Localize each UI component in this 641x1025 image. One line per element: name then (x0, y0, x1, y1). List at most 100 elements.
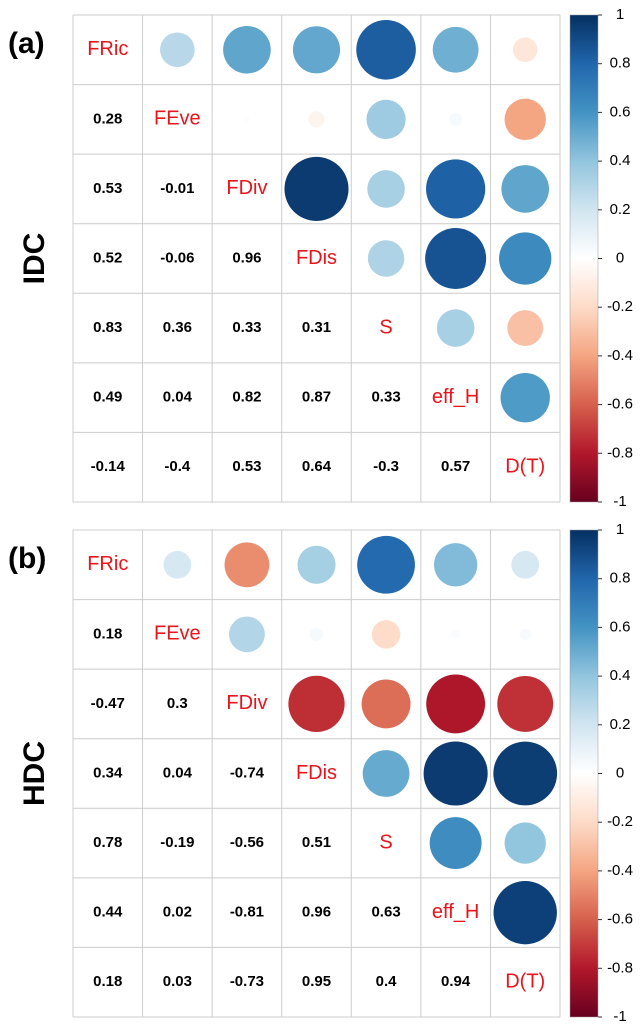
colorbar-tick-label: -0.2 (607, 813, 633, 830)
correlation-circle (512, 37, 538, 63)
colorbar-tick-label: 0.2 (610, 716, 631, 733)
correlation-circle (451, 629, 461, 639)
coefficient-label: -0.4 (164, 458, 191, 475)
coefficient-label: 0.51 (302, 834, 331, 851)
coefficient-label: 0.83 (93, 319, 122, 336)
coefficient-label: 0.87 (302, 389, 331, 406)
colorbar-tick-label: 0.4 (610, 152, 631, 169)
correlation-circle (501, 165, 550, 213)
colorbar-tick-label: -1 (613, 1008, 626, 1025)
correlation-circle (357, 535, 415, 594)
correlation-circle (511, 550, 540, 579)
correlation-circle (309, 627, 324, 641)
correlation-circle (493, 741, 558, 806)
y-axis-label: HDC (18, 741, 51, 806)
colorbar-tick-label: 0.8 (610, 570, 631, 587)
correlation-circle (429, 817, 482, 870)
coefficient-label: 0.95 (302, 973, 331, 990)
coefficient-label: 0.96 (302, 904, 331, 921)
panel-label: (b) (8, 542, 46, 575)
colorbar-tick-label: 0 (616, 764, 624, 781)
coefficient-label: 0.4 (376, 973, 398, 990)
colorbar (569, 14, 599, 503)
correlation-circle (497, 675, 554, 732)
colorbar-tick-label: 0.8 (610, 55, 631, 72)
correlation-circle (436, 309, 475, 347)
correlation-circle (449, 112, 463, 126)
coefficient-label: 0.18 (93, 973, 122, 990)
coefficient-label: 0.52 (93, 249, 122, 266)
coefficient-label: 0.03 (163, 973, 192, 990)
coefficient-label: -0.74 (230, 764, 265, 781)
variable-label: S (379, 316, 392, 338)
coefficient-label: 0.57 (441, 458, 470, 475)
variable-label: D(T) (505, 455, 545, 477)
correlation-circle (367, 240, 405, 277)
correlation-circle (423, 741, 488, 806)
correlation-circle (229, 616, 265, 653)
correlation-circle (426, 159, 486, 219)
coefficient-label: 0.04 (163, 764, 193, 781)
correlation-circle (504, 822, 546, 864)
correlation-circle (288, 675, 345, 733)
correlation-circle (308, 111, 325, 128)
colorbar-tick-label: -0.4 (607, 347, 633, 364)
variable-label: FDis (296, 247, 337, 269)
colorbar-tick-label: -1 (613, 493, 626, 510)
correlation-circle (433, 543, 478, 587)
coefficient-label: 0.63 (371, 904, 400, 921)
coefficient-label: -0.3 (373, 458, 399, 475)
correlation-circle (519, 628, 531, 641)
coefficient-label: 0.78 (93, 834, 122, 851)
panel-label: (a) (8, 27, 45, 60)
colorbar-tick-label: -0.4 (607, 862, 633, 879)
correlation-circle (160, 32, 195, 68)
coefficient-label: 0.04 (163, 389, 193, 406)
y-axis-label: IDC (18, 233, 51, 285)
correlation-circle (284, 156, 349, 221)
colorbar-tick-label: 0.4 (610, 667, 631, 684)
correlation-circle (507, 310, 544, 346)
correlation-circle (425, 228, 487, 289)
coefficient-label: 0.53 (232, 458, 261, 475)
colorbar-tick-label: 0 (616, 249, 624, 266)
coefficient-label: -0.01 (160, 180, 194, 197)
correlation-circle (297, 545, 336, 584)
coefficient-label: 0.64 (302, 458, 332, 475)
correlation-circle (504, 98, 546, 141)
colorbar-tick-label: 0.2 (610, 201, 631, 218)
coefficient-label: -0.47 (91, 695, 125, 712)
variable-label: FDis (296, 762, 337, 784)
colorbar-tick-label: 0.6 (610, 103, 631, 120)
coefficient-label: 0.53 (93, 180, 122, 197)
correlation-circle (499, 232, 552, 285)
coefficient-label: 0.36 (163, 319, 192, 336)
correlation-circle (224, 542, 270, 588)
coefficient-label: 0.49 (93, 389, 122, 406)
correlation-circle (163, 550, 192, 579)
correlation-circle (361, 679, 411, 729)
colorbar (569, 529, 599, 1018)
correlation-circle (292, 26, 341, 74)
coefficient-label: 0.44 (93, 904, 123, 921)
coefficient-label: -0.19 (160, 834, 194, 851)
colorbar-tick-label: 1 (616, 6, 624, 23)
colorbar-tick-label: -0.6 (607, 911, 633, 928)
coefficient-label: -0.73 (230, 973, 264, 990)
correlation-circle (500, 372, 550, 423)
coefficient-label: 0.28 (93, 110, 122, 127)
variable-label: FEve (154, 108, 201, 130)
colorbar-tick-label: -0.8 (607, 444, 633, 461)
variable-label: FRic (87, 553, 128, 575)
correlation-circle (371, 620, 401, 649)
colorbar-tick-label: 0.6 (610, 618, 631, 635)
colorbar-tick-label: -0.2 (607, 298, 633, 315)
coefficient-label: 0.33 (232, 319, 261, 336)
correlation-circle (356, 19, 416, 80)
correlation-circle (366, 99, 406, 139)
colorbar-tick-label: -0.6 (607, 396, 633, 413)
correlation-circle (223, 25, 271, 74)
coefficient-label: -0.56 (230, 834, 264, 851)
correlation-circle (367, 170, 405, 208)
